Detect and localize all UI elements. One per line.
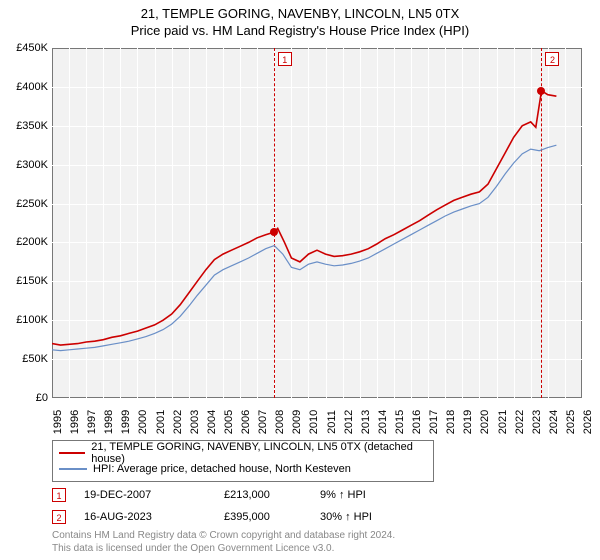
legend: 21, TEMPLE GORING, NAVENBY, LINCOLN, LN5…: [52, 440, 434, 482]
x-tick-label: 2021: [497, 410, 509, 434]
ref-table-row: 2 16-AUG-2023£395,00030% ↑ HPI: [52, 506, 582, 528]
y-tick-label: £50K: [22, 353, 48, 365]
ref-table-row: 1 19-DEC-2007£213,0009% ↑ HPI: [52, 484, 582, 506]
ref-id-box: 1: [52, 488, 66, 502]
x-tick-label: 2006: [240, 410, 252, 434]
x-tick-label: 2015: [394, 410, 406, 434]
ref-pct: 9% ↑ HPI: [320, 489, 412, 501]
x-tick-label: 2008: [274, 410, 286, 434]
x-tick-label: 2009: [291, 410, 303, 434]
x-tick-label: 2020: [479, 410, 491, 434]
x-tick-label: 1996: [69, 410, 81, 434]
ref-price: £395,000: [224, 511, 320, 523]
x-tick-label: 2014: [377, 410, 389, 434]
y-tick-label: £0: [36, 392, 48, 404]
chart-area: £0£50K£100K£150K£200K£250K£300K£350K£400…: [52, 48, 582, 398]
y-tick-label: £250K: [16, 198, 48, 210]
x-tick-label: 2018: [445, 410, 457, 434]
x-tick-label: 2016: [411, 410, 423, 434]
title-address: 21, TEMPLE GORING, NAVENBY, LINCOLN, LN5…: [0, 6, 600, 21]
ref-date: 19-DEC-2007: [84, 489, 224, 501]
x-tick-label: 2010: [308, 410, 320, 434]
ref-marker-box: 1: [278, 52, 292, 66]
x-tick-label: 1997: [86, 410, 98, 434]
ref-id-box: 2: [52, 510, 66, 524]
legend-swatch: [59, 468, 87, 470]
ref-date: 16-AUG-2023: [84, 511, 224, 523]
legend-label: HPI: Average price, detached house, Nort…: [93, 463, 351, 475]
footer: Contains HM Land Registry data © Crown c…: [52, 530, 395, 555]
x-tick-label: 2019: [462, 410, 474, 434]
x-tick-label: 2024: [548, 410, 560, 434]
y-tick-label: £450K: [16, 42, 48, 54]
x-tick-label: 1995: [52, 410, 64, 434]
sale-marker: [537, 87, 545, 95]
title-block: 21, TEMPLE GORING, NAVENBY, LINCOLN, LN5…: [0, 0, 600, 38]
x-tick-label: 2011: [326, 410, 338, 434]
x-tick-label: 2005: [223, 410, 235, 434]
x-tick-label: 2004: [206, 410, 218, 434]
x-tick-label: 2013: [360, 410, 372, 434]
footer-line1: Contains HM Land Registry data © Crown c…: [52, 530, 395, 543]
x-tick-label: 2012: [343, 410, 355, 434]
legend-label: 21, TEMPLE GORING, NAVENBY, LINCOLN, LN5…: [91, 441, 427, 465]
y-tick-label: £400K: [16, 81, 48, 93]
x-tick-label: 2003: [189, 410, 201, 434]
y-tick-label: £350K: [16, 120, 48, 132]
ref-marker-box: 2: [545, 52, 559, 66]
y-tick-label: £150K: [16, 275, 48, 287]
y-tick-label: £300K: [16, 159, 48, 171]
title-subtitle: Price paid vs. HM Land Registry's House …: [0, 23, 600, 38]
ref-price: £213,000: [224, 489, 320, 501]
x-tick-label: 2017: [428, 410, 440, 434]
x-tick-label: 1999: [120, 410, 132, 434]
ref-pct: 30% ↑ HPI: [320, 511, 412, 523]
legend-row: 21, TEMPLE GORING, NAVENBY, LINCOLN, LN5…: [59, 445, 427, 461]
footer-line2: This data is licensed under the Open Gov…: [52, 543, 395, 556]
legend-swatch: [59, 452, 85, 454]
series-lines: [52, 48, 582, 398]
x-tick-label: 2023: [531, 410, 543, 434]
x-tick-label: 2022: [514, 410, 526, 434]
x-tick-label: 1998: [103, 410, 115, 434]
y-tick-label: £100K: [16, 314, 48, 326]
x-tick-label: 2007: [257, 410, 269, 434]
sale-marker: [270, 228, 278, 236]
x-tick-label: 2026: [582, 410, 594, 434]
x-tick-label: 2001: [155, 410, 167, 434]
y-tick-label: £200K: [16, 236, 48, 248]
x-tick-label: 2000: [137, 410, 149, 434]
series-property: [52, 91, 556, 345]
ref-table: 1 19-DEC-2007£213,0009% ↑ HPI 2 16-AUG-2023…: [52, 484, 582, 528]
x-tick-label: 2025: [565, 410, 577, 434]
x-tick-label: 2002: [172, 410, 184, 434]
series-hpi: [52, 145, 556, 350]
